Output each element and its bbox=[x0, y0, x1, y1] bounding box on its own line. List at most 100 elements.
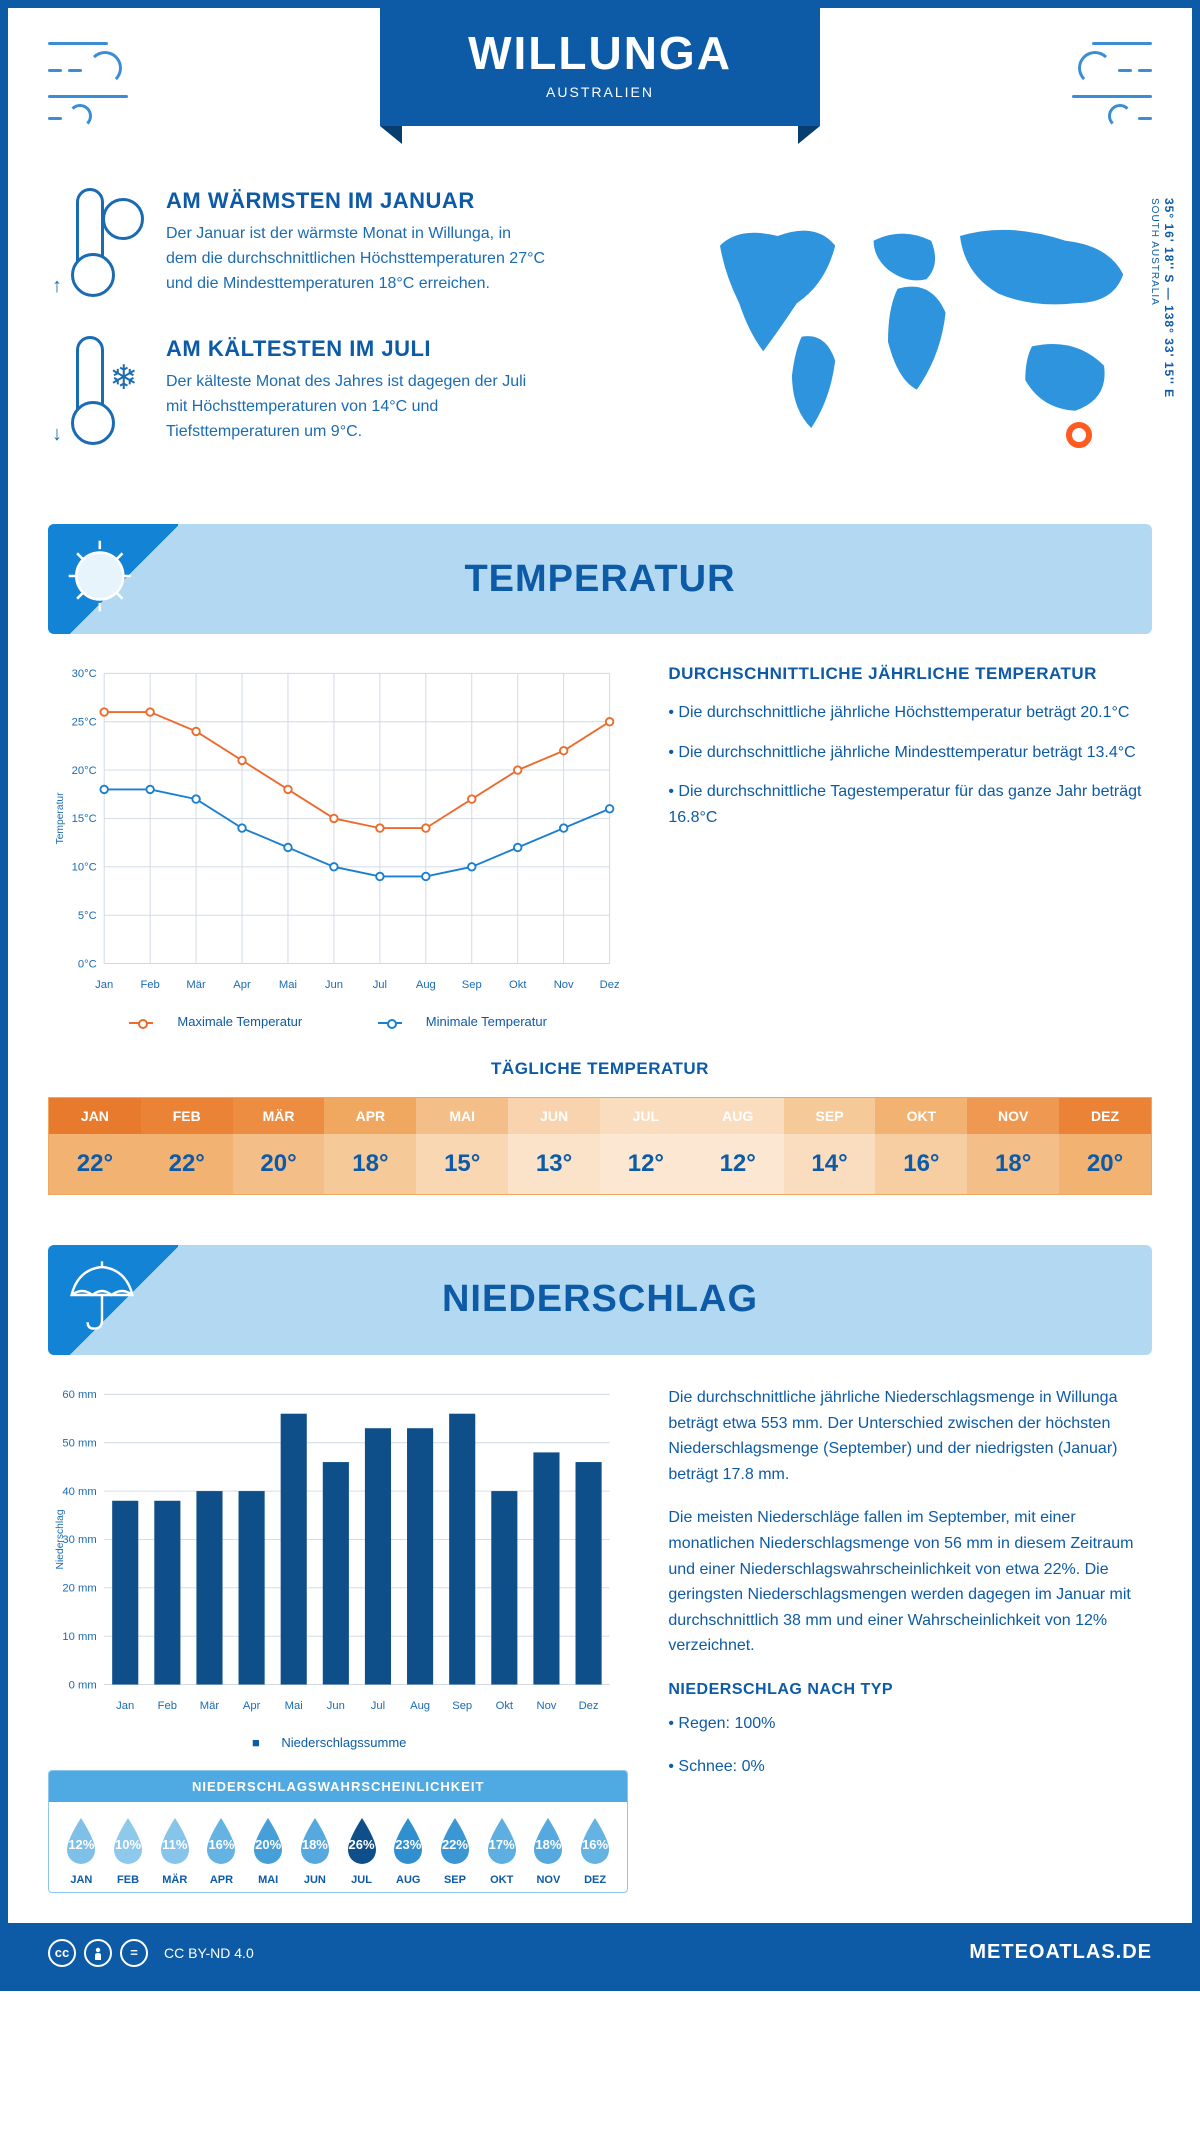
daily-cell: JUN 13° bbox=[508, 1098, 600, 1194]
svg-text:30°C: 30°C bbox=[72, 668, 97, 680]
svg-text:Mär: Mär bbox=[186, 979, 206, 991]
daily-cell: AUG 12° bbox=[692, 1098, 784, 1194]
svg-text:Dez: Dez bbox=[600, 979, 620, 991]
precip-heading: NIEDERSCHLAG bbox=[48, 1278, 1152, 1321]
probability-cell: 20% MAI bbox=[246, 1816, 291, 1886]
svg-text:10 mm: 10 mm bbox=[62, 1631, 96, 1643]
svg-text:Jul: Jul bbox=[371, 1700, 385, 1712]
temp-info-title: DURCHSCHNITTLICHE JÄHRLICHE TEMPERATUR bbox=[668, 664, 1152, 684]
svg-text:Apr: Apr bbox=[243, 1700, 261, 1712]
probability-cell: 16% DEZ bbox=[573, 1816, 618, 1886]
temperature-info: DURCHSCHNITTLICHE JÄHRLICHE TEMPERATUR •… bbox=[668, 664, 1152, 1029]
svg-text:Nov: Nov bbox=[554, 979, 574, 991]
svg-text:Feb: Feb bbox=[158, 1700, 177, 1712]
wind-decoration-icon bbox=[1042, 36, 1152, 126]
daily-temp-table: JAN 22° FEB 22° MÄR 20° APR 18° MAI 15° … bbox=[48, 1097, 1152, 1195]
temp-bullet: • Die durchschnittliche jährliche Mindes… bbox=[668, 740, 1152, 766]
region-label: SOUTH AUSTRALIA bbox=[1149, 198, 1160, 306]
daily-cell: SEP 14° bbox=[784, 1098, 876, 1194]
svg-text:Jun: Jun bbox=[327, 1700, 345, 1712]
by-icon bbox=[84, 1939, 112, 1967]
probability-title: NIEDERSCHLAGSWAHRSCHEINLICHKEIT bbox=[49, 1771, 627, 1802]
daily-cell: OKT 16° bbox=[875, 1098, 967, 1194]
svg-text:20°C: 20°C bbox=[72, 765, 97, 777]
coldest-body: Der kälteste Monat des Jahres ist dagege… bbox=[166, 370, 546, 444]
raindrop-icon: 22% bbox=[434, 1816, 476, 1868]
svg-text:50 mm: 50 mm bbox=[62, 1437, 96, 1449]
raindrop-icon: 17% bbox=[481, 1816, 523, 1868]
daily-cell: JAN 22° bbox=[49, 1098, 141, 1194]
raindrop-icon: 18% bbox=[294, 1816, 336, 1868]
site-name: METEOATLAS.DE bbox=[969, 1941, 1152, 1964]
daily-cell: MÄR 20° bbox=[233, 1098, 325, 1194]
location-title: WILLUNGA bbox=[380, 26, 820, 80]
svg-text:10°C: 10°C bbox=[72, 862, 97, 874]
coordinates: 35° 16' 18'' S — 138° 33' 15'' E bbox=[1162, 198, 1176, 398]
svg-text:15°C: 15°C bbox=[72, 813, 97, 825]
probability-box: NIEDERSCHLAGSWAHRSCHEINLICHKEIT 12% JAN … bbox=[48, 1770, 628, 1893]
daily-cell: APR 18° bbox=[324, 1098, 416, 1194]
svg-text:Mär: Mär bbox=[200, 1700, 220, 1712]
raindrop-icon: 10% bbox=[107, 1816, 149, 1868]
warmest-body: Der Januar ist der wärmste Monat in Will… bbox=[166, 222, 546, 296]
precip-bar-chart: 0 mm10 mm20 mm30 mm40 mm50 mm60 mmJanFeb… bbox=[48, 1385, 628, 1722]
precip-p2: Die meisten Niederschläge fallen im Sept… bbox=[668, 1505, 1152, 1659]
raindrop-icon: 23% bbox=[387, 1816, 429, 1868]
legend-max: Maximale Temperatur bbox=[177, 1014, 302, 1029]
precip-chart-column: 0 mm10 mm20 mm30 mm40 mm50 mm60 mmJanFeb… bbox=[48, 1385, 628, 1893]
footer: cc = CC BY-ND 4.0 METEOATLAS.DE bbox=[8, 1923, 1192, 1983]
probability-cell: 16% APR bbox=[199, 1816, 244, 1886]
probability-cell: 18% NOV bbox=[526, 1816, 571, 1886]
daily-cell: JUL 12° bbox=[600, 1098, 692, 1194]
world-map: 35° 16' 18'' S — 138° 33' 15'' E SOUTH A… bbox=[672, 188, 1152, 484]
sun-icon bbox=[62, 534, 146, 618]
precip-row: 0 mm10 mm20 mm30 mm40 mm50 mm60 mmJanFeb… bbox=[48, 1385, 1152, 1893]
svg-text:0 mm: 0 mm bbox=[69, 1679, 97, 1691]
temperature-legend: Maximale Temperatur Minimale Temperatur bbox=[48, 1014, 628, 1029]
world-map-icon bbox=[672, 188, 1152, 457]
probability-cell: 22% SEP bbox=[433, 1816, 478, 1886]
svg-text:Jun: Jun bbox=[325, 979, 343, 991]
precip-type-bullet: • Schnee: 0% bbox=[668, 1754, 1152, 1780]
temp-bullet: • Die durchschnittliche Tagestemperatur … bbox=[668, 779, 1152, 830]
fact-text: AM WÄRMSTEN IM JANUAR Der Januar ist der… bbox=[166, 188, 546, 308]
license-badges: cc = CC BY-ND 4.0 bbox=[48, 1939, 254, 1967]
precip-p1: Die durchschnittliche jährliche Niedersc… bbox=[668, 1385, 1152, 1487]
probability-cell: 23% AUG bbox=[386, 1816, 431, 1886]
wind-decoration-icon bbox=[48, 36, 158, 126]
temperature-heading: TEMPERATUR bbox=[48, 558, 1152, 601]
probability-cell: 12% JAN bbox=[59, 1816, 104, 1886]
daily-temp-title: TÄGLICHE TEMPERATUR bbox=[48, 1059, 1152, 1079]
raindrop-icon: 18% bbox=[527, 1816, 569, 1868]
svg-text:5°C: 5°C bbox=[78, 910, 97, 922]
svg-text:Sep: Sep bbox=[452, 1700, 472, 1712]
temperature-chart: 0°C5°C10°C15°C20°C25°C30°CJanFebMärAprMa… bbox=[48, 664, 628, 1029]
svg-text:Temperatur: Temperatur bbox=[55, 792, 66, 845]
svg-text:40 mm: 40 mm bbox=[62, 1486, 96, 1498]
svg-text:Okt: Okt bbox=[509, 979, 527, 991]
daily-cell: DEZ 20° bbox=[1059, 1098, 1151, 1194]
page: WILLUNGA AUSTRALIEN ↑ AM WÄRMSTEN IM JAN… bbox=[0, 0, 1200, 1991]
raindrop-icon: 16% bbox=[200, 1816, 242, 1868]
svg-text:Aug: Aug bbox=[410, 1700, 430, 1712]
svg-text:Nov: Nov bbox=[536, 1700, 556, 1712]
title-banner: WILLUNGA AUSTRALIEN bbox=[380, 8, 820, 126]
header: WILLUNGA AUSTRALIEN bbox=[48, 8, 1152, 188]
probability-cell: 18% JUN bbox=[293, 1816, 338, 1886]
precip-info: Die durchschnittliche jährliche Niedersc… bbox=[668, 1385, 1152, 1893]
location-marker-icon bbox=[1066, 422, 1092, 448]
svg-text:Jan: Jan bbox=[116, 1700, 134, 1712]
svg-text:Sep: Sep bbox=[462, 979, 482, 991]
daily-cell: MAI 15° bbox=[416, 1098, 508, 1194]
temperature-banner: TEMPERATUR bbox=[48, 524, 1152, 634]
svg-text:0°C: 0°C bbox=[78, 958, 97, 970]
svg-text:Mai: Mai bbox=[279, 979, 297, 991]
coldest-fact: ❄ ↓ AM KÄLTESTEN IM JULI Der kälteste Mo… bbox=[48, 336, 642, 456]
probability-cell: 26% JUL bbox=[339, 1816, 384, 1886]
precip-banner: NIEDERSCHLAG bbox=[48, 1245, 1152, 1355]
raindrop-icon: 11% bbox=[154, 1816, 196, 1868]
umbrella-icon bbox=[62, 1255, 146, 1339]
svg-text:Aug: Aug bbox=[416, 979, 436, 991]
raindrop-icon: 26% bbox=[341, 1816, 383, 1868]
probability-cell: 17% OKT bbox=[479, 1816, 524, 1886]
